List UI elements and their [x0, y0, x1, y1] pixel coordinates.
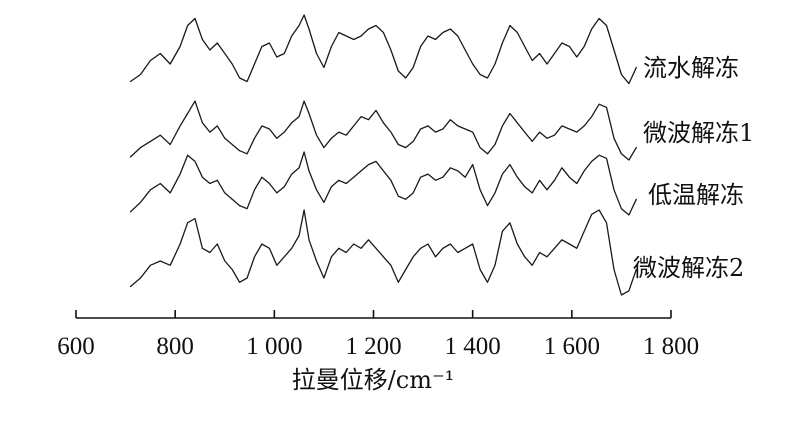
x-tick-label: 1 600 — [544, 333, 600, 360]
x-tick-label: 800 — [156, 333, 194, 360]
x-tick-label: 600 — [57, 333, 95, 360]
spectrum-line-1 — [129, 14, 637, 85]
series-label-2: 微波解冻1 — [643, 119, 754, 147]
x-axis-title: 拉曼位移/cm⁻¹ — [292, 366, 455, 394]
spectrum-line-2 — [129, 100, 637, 161]
series-label-1: 流水解冻 — [643, 54, 739, 82]
spectrum-line-3 — [129, 151, 637, 216]
spectrum-curves — [129, 14, 637, 296]
x-axis: 600 800 1 000 1 200 1 400 1 600 1 800 — [57, 310, 699, 360]
series-label-4: 微波解冻2 — [633, 254, 744, 282]
x-tick-label: 1 200 — [345, 333, 401, 360]
x-tick-label: 1 400 — [445, 333, 501, 360]
x-tick-label: 1 800 — [643, 333, 699, 360]
spectrum-line-4 — [129, 209, 637, 296]
series-label-3: 低温解冻 — [648, 181, 744, 209]
x-tick-label: 1 000 — [246, 333, 302, 360]
